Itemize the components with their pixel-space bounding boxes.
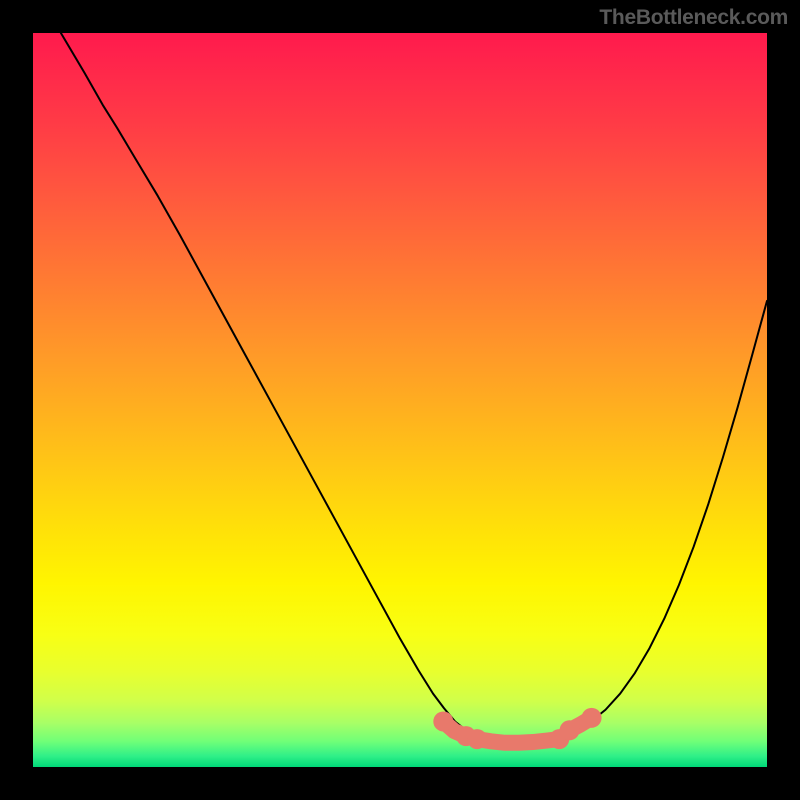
bottleneck-curve [61,33,767,743]
plot-area [33,33,767,767]
minimum-markers [433,708,601,749]
watermark-text: TheBottleneck.com [599,6,788,30]
curve-layer [33,33,767,767]
chart-container: TheBottleneck.com [0,0,800,800]
